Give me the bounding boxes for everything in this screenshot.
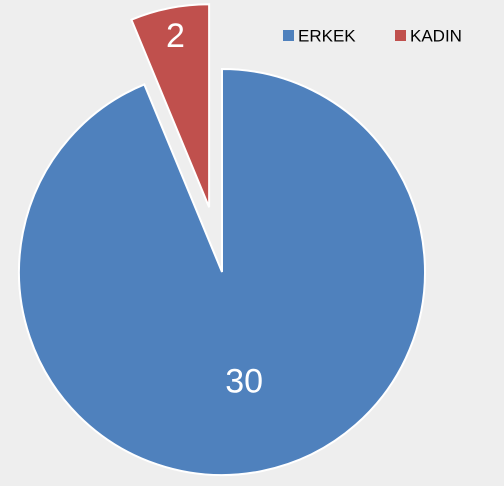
legend-swatch bbox=[395, 30, 406, 41]
pie-slice bbox=[18, 67, 426, 476]
data-label: 30 bbox=[225, 362, 263, 400]
pie-slice bbox=[130, 3, 211, 208]
data-label: 2 bbox=[166, 17, 185, 55]
legend-swatch bbox=[283, 30, 294, 41]
legend-label: ERKEK bbox=[298, 26, 356, 45]
legend-label: KADIN bbox=[410, 26, 462, 45]
